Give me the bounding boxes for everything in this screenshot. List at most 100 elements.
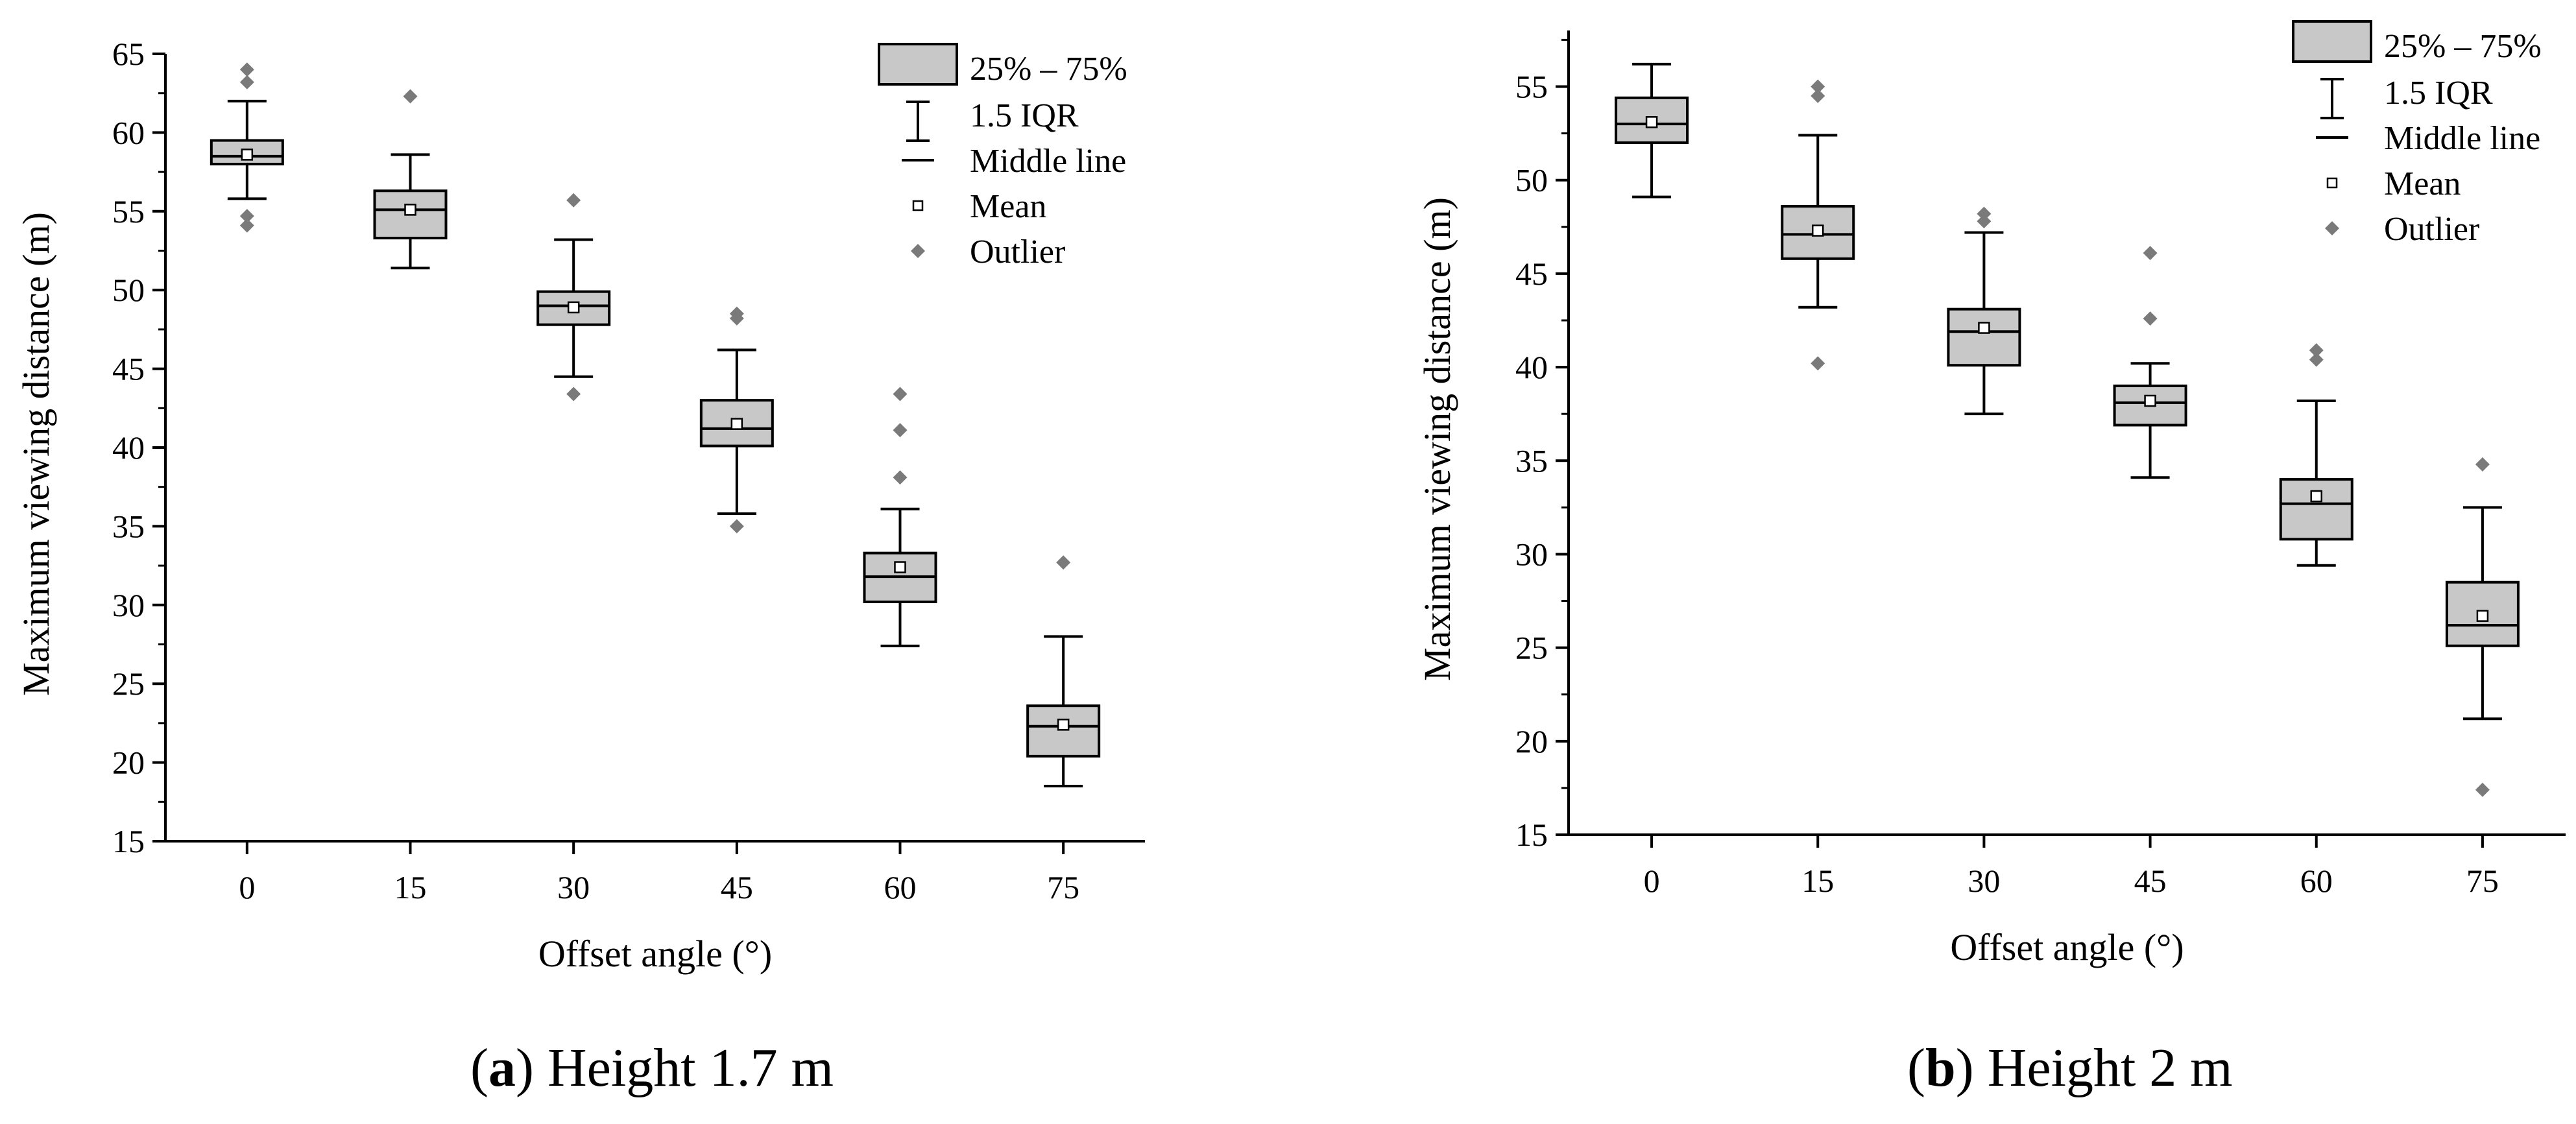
legend-outlier-label: Outlier	[970, 233, 1065, 270]
mean-marker	[567, 301, 580, 314]
outlier-point	[566, 387, 581, 401]
mean-marker	[1057, 719, 1070, 731]
iqr-box	[1026, 704, 1101, 758]
mean-marker	[1978, 322, 1990, 334]
panel-b-box-75	[2445, 457, 2520, 797]
legend-mean-label: Mean	[970, 188, 1046, 225]
mean-marker	[730, 418, 743, 430]
legend-mean-symbol	[912, 200, 924, 211]
panel-a-legend: 25% – 75% 1.5 IQR Middle line Mean Outlier	[878, 43, 1127, 270]
panel-a-box-60	[863, 387, 937, 647]
panel-a-x-tick-label: 75	[1047, 869, 1079, 905]
panel-b-y-tick-label: 15	[1515, 817, 1548, 853]
mean-marker	[1645, 116, 1658, 128]
iqr-box	[1947, 307, 2021, 367]
panel-a-x-tick-label: 60	[884, 869, 917, 905]
legend-box-symbol	[878, 43, 958, 86]
panel-b-x-tick-label: 75	[2466, 863, 2499, 899]
panel-b-x-tick-label: 30	[1968, 863, 2000, 899]
outlier-point	[2143, 311, 2158, 326]
panel-a-box-30	[536, 193, 611, 401]
outlier-point	[729, 311, 744, 326]
outlier-point	[2475, 457, 2490, 472]
caption-b-title: Height 2 m	[1987, 1038, 2233, 1098]
panel-a-x-tick-label: 45	[721, 869, 753, 905]
panel-a-y-tick-label: 25	[112, 665, 145, 702]
panel-a-x-tick-label: 0	[239, 869, 255, 905]
panel-b-y-tick-label: 50	[1515, 162, 1548, 198]
legend-mean-symbol	[2326, 177, 2338, 189]
legend-box-symbol	[2292, 20, 2372, 63]
legend-outlier-symbol	[2325, 221, 2339, 235]
panel-a-y-tick-label: 60	[112, 114, 145, 150]
outlier-point	[566, 193, 581, 208]
outlier-point	[893, 470, 908, 485]
outlier-point	[1811, 356, 1825, 371]
legend-whisker-label: 1.5 IQR	[2384, 75, 2493, 112]
mean-marker	[2144, 394, 2156, 407]
panel-b-x-axis-label: Offset angle (°)	[1950, 926, 2184, 968]
panel-a-y-tick-label: 40	[112, 429, 145, 466]
panel-b-y-tick-label: 20	[1515, 723, 1548, 759]
panel-a-y-tick-label: 45	[112, 351, 145, 387]
panel-a-y-tick-label: 15	[112, 823, 145, 859]
panel-a-box-45	[699, 306, 774, 534]
panel-b-y-tick-label: 55	[1515, 69, 1548, 105]
outlier-point	[893, 423, 908, 438]
mean-marker	[2310, 490, 2322, 503]
outlier-point	[2475, 782, 2490, 797]
panel-a-x-axis-label: Offset angle (°)	[538, 933, 772, 975]
panel-a-x-tick-label: 15	[394, 869, 427, 905]
mean-marker	[404, 204, 416, 216]
mean-marker	[1812, 224, 1824, 237]
outlier-point	[2143, 246, 2158, 261]
outlier-point	[239, 209, 254, 224]
panel-b-box-45	[2113, 246, 2187, 479]
outlier-point	[1977, 206, 1992, 221]
caption-a-letter: a	[488, 1038, 516, 1098]
outlier-point	[1056, 555, 1071, 570]
panel-b-legend: 25% – 75% 1.5 IQR Middle line Mean Outlier	[2292, 20, 2542, 248]
panel-a-x-tick-label: 30	[557, 869, 590, 905]
panel-a-y-axis-label: Maximum viewing distance (m)	[15, 212, 57, 696]
outlier-point	[239, 75, 254, 90]
legend-whisker-label: 1.5 IQR	[970, 97, 1079, 134]
outlier-point	[403, 89, 418, 104]
panel-b-y-axis-label: Maximum viewing distance (m)	[1416, 197, 1458, 681]
panel-b-y-tick-label: 40	[1515, 349, 1548, 385]
outlier-point	[2309, 343, 2324, 358]
legend-box-label: 25% – 75%	[2384, 28, 2542, 65]
panel-b-x-tick-label: 0	[1644, 863, 1660, 899]
panel-a-y-tick-label: 55	[112, 193, 145, 230]
iqr-box	[2279, 478, 2353, 541]
outlier-point	[1811, 79, 1825, 94]
panel-a-y-tick-label: 35	[112, 508, 145, 544]
panel-a-y-tick-label: 50	[112, 272, 145, 308]
panel-b-y-tick-label: 35	[1515, 442, 1548, 479]
caption-a: (a) Height 1.7 m	[470, 1038, 834, 1098]
outlier-point	[239, 62, 254, 77]
panel-b-y-tick-label: 30	[1515, 536, 1548, 572]
caption-b: (b) Height 2 m	[1907, 1038, 2233, 1098]
panel-a-y-tick-label: 30	[112, 587, 145, 623]
panel-b-y-tick-label: 45	[1515, 256, 1548, 292]
panel-b-box-0	[1615, 62, 1689, 198]
panel-b-box-30	[1947, 206, 2021, 416]
panel-b-y-tick-label: 25	[1515, 630, 1548, 666]
legend-outlier-label: Outlier	[2384, 211, 2479, 248]
caption-b-letter: b	[1925, 1038, 1956, 1098]
outlier-point	[729, 519, 744, 534]
outlier-point	[893, 387, 908, 401]
mean-marker	[2476, 610, 2489, 622]
outlier-point	[1977, 214, 1992, 229]
panel-b-x-tick-label: 15	[1801, 863, 1834, 899]
panel-a-box-0	[210, 62, 284, 233]
panel-a-y-tick-label: 20	[112, 745, 145, 781]
legend-outlier-symbol	[911, 244, 925, 258]
mean-marker	[894, 561, 906, 573]
mean-marker	[241, 149, 254, 161]
outlier-point	[2309, 352, 2324, 367]
chart-panel-b: 15 20 25 30 35 40 45 50 55 0 15 30 45 60 75 Offset angl…	[1416, 20, 2566, 968]
legend-mean-label: Mean	[2384, 165, 2461, 202]
